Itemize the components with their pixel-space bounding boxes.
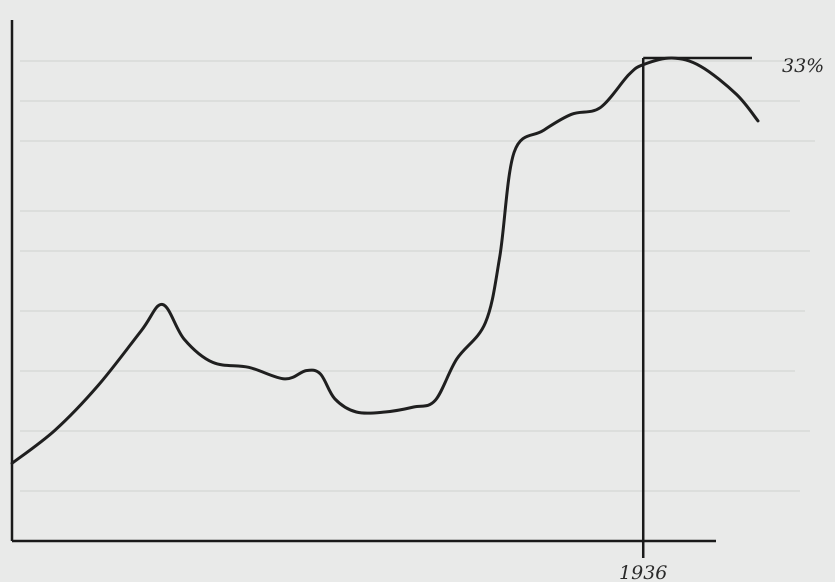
- data-point: [433, 398, 437, 402]
- data-point: [161, 303, 165, 307]
- data-point: [304, 369, 308, 373]
- data-point: [455, 357, 459, 361]
- peak-year-label: 1936: [619, 562, 667, 582]
- data-point: [627, 73, 631, 77]
- data-point: [333, 397, 337, 401]
- data-point: [735, 92, 739, 96]
- paper-bleed-line: [20, 370, 795, 372]
- paper-bleed-line: [20, 210, 790, 212]
- data-point: [598, 106, 602, 110]
- data-point: [10, 461, 14, 465]
- paper-bleed-line: [20, 490, 800, 492]
- data-point: [541, 129, 545, 133]
- peak-value-label: 33%: [782, 55, 824, 77]
- data-point: [670, 56, 674, 60]
- data-point: [354, 410, 358, 414]
- data-point: [699, 64, 703, 68]
- data-point: [570, 112, 574, 116]
- data-point: [318, 372, 322, 376]
- data-point: [247, 365, 251, 369]
- data-point: [756, 119, 760, 123]
- data-point: [383, 410, 387, 414]
- paper-bleed-line: [20, 310, 805, 312]
- data-point: [512, 150, 516, 154]
- data-point: [211, 360, 215, 364]
- data-point: [182, 337, 186, 341]
- series-points: [10, 56, 760, 465]
- data-point: [498, 255, 502, 259]
- data-point: [96, 384, 100, 388]
- series-line: [10, 56, 760, 465]
- data-point: [283, 377, 287, 381]
- paper-bleed-line: [20, 430, 810, 432]
- data-point: [139, 329, 143, 333]
- paper-bleed-line: [20, 100, 800, 102]
- paper-bleed-line: [20, 60, 810, 62]
- data-point: [412, 405, 416, 409]
- paper-bleed-line: [20, 140, 815, 142]
- data-point: [483, 321, 487, 325]
- paper-bleed-line: [20, 250, 810, 252]
- data-point: [641, 63, 645, 67]
- data-point: [53, 428, 57, 432]
